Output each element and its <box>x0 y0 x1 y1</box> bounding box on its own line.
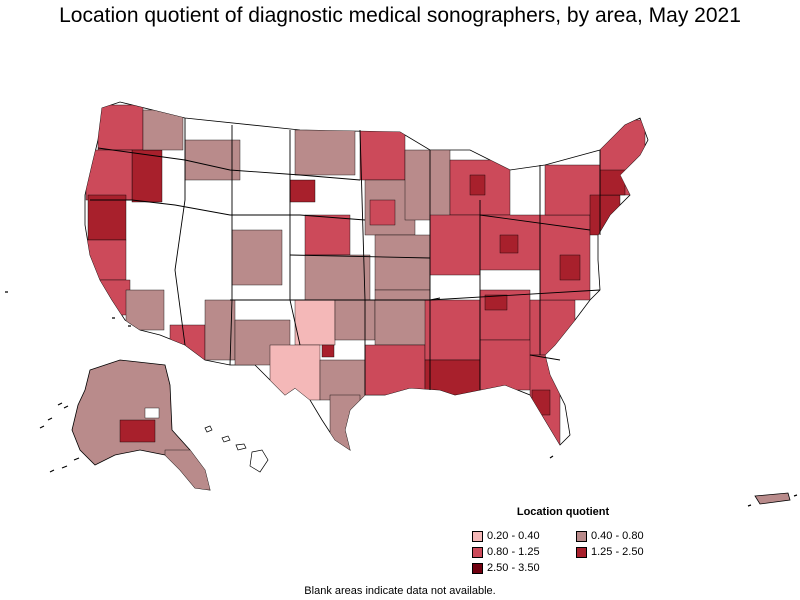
hawaii-island <box>221 435 231 443</box>
puerto-rico-map <box>747 492 798 507</box>
area-region <box>144 407 160 419</box>
state-border <box>90 199 366 221</box>
puerto-rico-islet <box>747 494 798 507</box>
conus-map <box>84 101 649 451</box>
state-border <box>289 254 431 259</box>
area-region <box>374 234 431 291</box>
legend-swatch <box>472 562 483 574</box>
area-region <box>599 169 626 196</box>
area-region <box>374 289 431 346</box>
alaska-map <box>39 359 211 491</box>
area-region <box>404 149 451 221</box>
area-region <box>329 394 361 450</box>
legend-item: 2.50 - 3.50 <box>472 561 540 575</box>
area-region <box>479 339 536 391</box>
area-region <box>231 229 283 286</box>
area-region <box>529 299 576 356</box>
legend-label: 0.20 - 0.40 <box>487 530 540 542</box>
legend-swatch <box>576 546 587 558</box>
area-region <box>484 294 508 311</box>
legend-label: 0.80 - 1.25 <box>487 546 540 558</box>
area-region <box>289 179 316 203</box>
area-region <box>294 129 356 176</box>
area-region <box>424 299 481 361</box>
area-region <box>531 389 551 416</box>
area-region <box>269 344 321 401</box>
legend-title: Location quotient <box>516 506 610 518</box>
puerto-rico-island <box>754 492 791 505</box>
state-border <box>479 214 591 231</box>
area-region <box>304 254 371 301</box>
area-region <box>469 174 486 196</box>
area-region <box>364 344 426 396</box>
area-region <box>304 214 351 256</box>
area-region <box>99 279 131 316</box>
area-region <box>142 109 184 151</box>
hawaii-island <box>235 443 247 451</box>
area-region <box>184 139 241 181</box>
state-border <box>97 147 361 181</box>
area-region <box>119 419 156 443</box>
area-region <box>131 149 163 203</box>
area-region <box>294 299 336 346</box>
area-region <box>424 359 481 396</box>
area-region <box>97 104 144 151</box>
map-title: Location quotient of diagnostic medical … <box>59 4 741 27</box>
footnote: Blank areas indicate data not available. <box>304 585 496 597</box>
hawaii-island <box>249 449 269 473</box>
legend-item: 1.25 - 2.50 <box>576 545 644 559</box>
area-region <box>499 234 519 254</box>
hawaii-map <box>204 425 269 473</box>
area-region <box>334 299 376 341</box>
legend-label: 2.50 - 3.50 <box>487 562 540 574</box>
legend-item: 0.80 - 1.25 <box>472 545 540 559</box>
area-region <box>125 289 165 331</box>
area-region <box>164 449 210 490</box>
area-region <box>321 344 335 358</box>
legend-swatch <box>472 530 483 542</box>
offshore-island <box>5 291 554 459</box>
state-borders <box>90 118 601 395</box>
area-region <box>559 254 581 281</box>
area-region <box>87 194 127 241</box>
legend-item: 0.20 - 0.40 <box>472 529 540 543</box>
legend-label: 0.40 - 0.80 <box>591 530 644 542</box>
legend-swatch <box>472 546 483 558</box>
area-region <box>589 194 621 236</box>
area-region <box>85 149 133 201</box>
state-border <box>174 118 186 346</box>
legend-swatch <box>576 530 587 542</box>
area-region <box>429 214 481 276</box>
aleutian-islands <box>39 402 80 473</box>
area-region <box>319 359 366 401</box>
state-border <box>429 289 601 301</box>
area-region <box>359 129 406 181</box>
area-region <box>85 239 127 281</box>
area-region <box>169 324 206 361</box>
hawaii-island <box>204 425 213 433</box>
area-region <box>369 199 396 226</box>
legend-label: 1.25 - 2.50 <box>591 546 644 558</box>
state-border <box>529 354 561 361</box>
legend-item: 0.40 - 0.80 <box>576 529 644 543</box>
